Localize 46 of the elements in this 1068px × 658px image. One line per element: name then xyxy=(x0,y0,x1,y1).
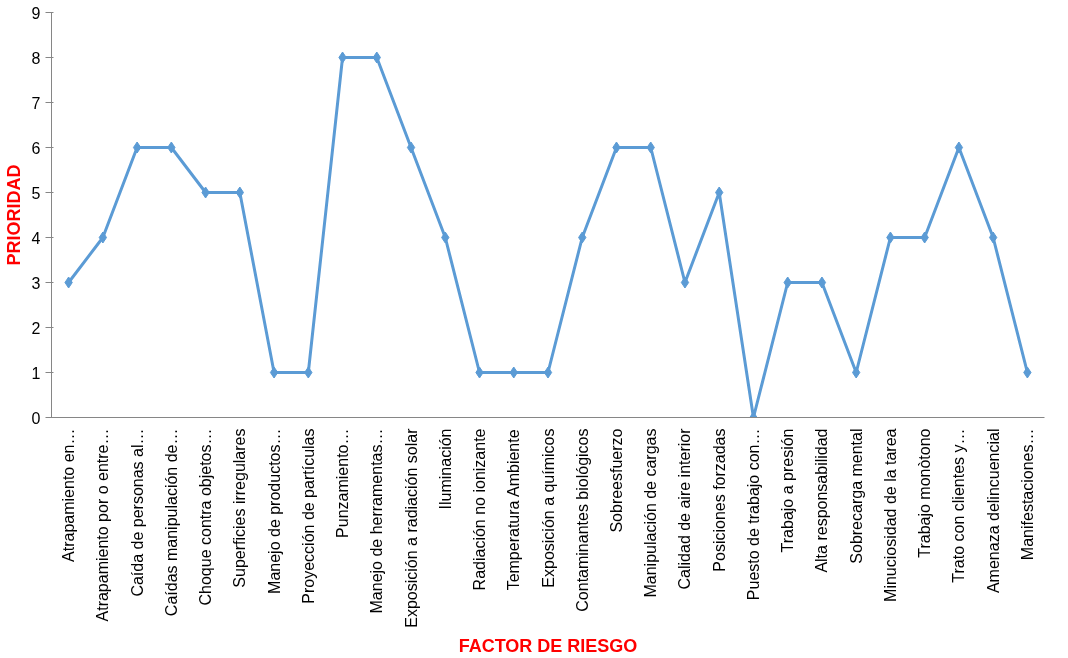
point xyxy=(406,141,416,154)
point xyxy=(954,141,964,154)
y-tick-label: 3 xyxy=(31,274,41,292)
y-tick-label: 4 xyxy=(31,229,41,247)
x-tick-label: Trabajo a presión xyxy=(779,428,797,553)
x-tick-label: Contaminantes biológicos xyxy=(573,428,591,612)
point xyxy=(98,231,108,244)
x-tick-label: Choque contra objetos… xyxy=(197,428,215,606)
point xyxy=(988,231,998,244)
x-tick-label: Trabajo monòtono xyxy=(916,428,934,558)
x-tick-label: Minuciosidad de la tarea xyxy=(881,428,899,602)
y-tick-label: 0 xyxy=(31,409,41,427)
x-tick-label: Atrapamiento en… xyxy=(60,428,78,562)
y-tick-label: 9 xyxy=(31,4,41,22)
y-tick-label: 8 xyxy=(31,49,41,67)
x-tick-label: Puesto de trabajo con… xyxy=(744,428,762,601)
x-tick-label: Manifestaciones… xyxy=(1018,428,1036,561)
x-tick-label: Manejo de productos… xyxy=(265,428,283,594)
x-tick-label: Sobreesfuerzo xyxy=(607,428,625,533)
x-tick-label: Sobrecarga mental xyxy=(847,428,865,564)
x-tick-label: Alta responsabilidad xyxy=(813,428,831,573)
x-tick-label: Caídas manipulación de… xyxy=(162,428,180,617)
x-tick-label: Iluminación xyxy=(436,428,454,510)
x-tick-label: Manipulación de cargas xyxy=(642,428,660,598)
x-tick-label: Proyección de partículas xyxy=(299,428,317,604)
x-tick-label: Punzamiento… xyxy=(334,428,352,538)
y-tick-label: 5 xyxy=(31,184,41,202)
y-tick-label: 2 xyxy=(31,319,41,337)
y-tick-label: 6 xyxy=(31,139,41,157)
x-tick-label: Exposición a químicos xyxy=(539,428,557,588)
x-axis-title: FACTOR DE RIESGO xyxy=(458,635,638,656)
point xyxy=(680,276,690,289)
x-tick-label: Superficies irregulares xyxy=(231,428,249,588)
x-tick-label: Manejo de herramentas… xyxy=(368,428,386,614)
y-tick-label: 1 xyxy=(31,364,41,382)
x-tick-label: Amenaza delincuencial xyxy=(984,428,1002,594)
x-tick-label: Temperatura Ambiente xyxy=(505,429,523,591)
y-tick-label: 7 xyxy=(31,94,41,112)
x-tick-label: Exposición a radiación solar xyxy=(402,427,420,628)
x-tick-label: Radiación no ionizante xyxy=(471,428,489,591)
x-tick-label: Trato con clientes y… xyxy=(950,428,968,583)
x-tick-label: Atrapamiento por o entre… xyxy=(94,428,112,622)
y-axis-title: PRIORIDAD xyxy=(3,164,24,266)
x-tick-label: Caída de personas al… xyxy=(128,428,146,597)
x-tick-label: Posiciones forzadas xyxy=(710,428,728,572)
x-tick-label: Calidad de aire interior xyxy=(676,427,694,590)
